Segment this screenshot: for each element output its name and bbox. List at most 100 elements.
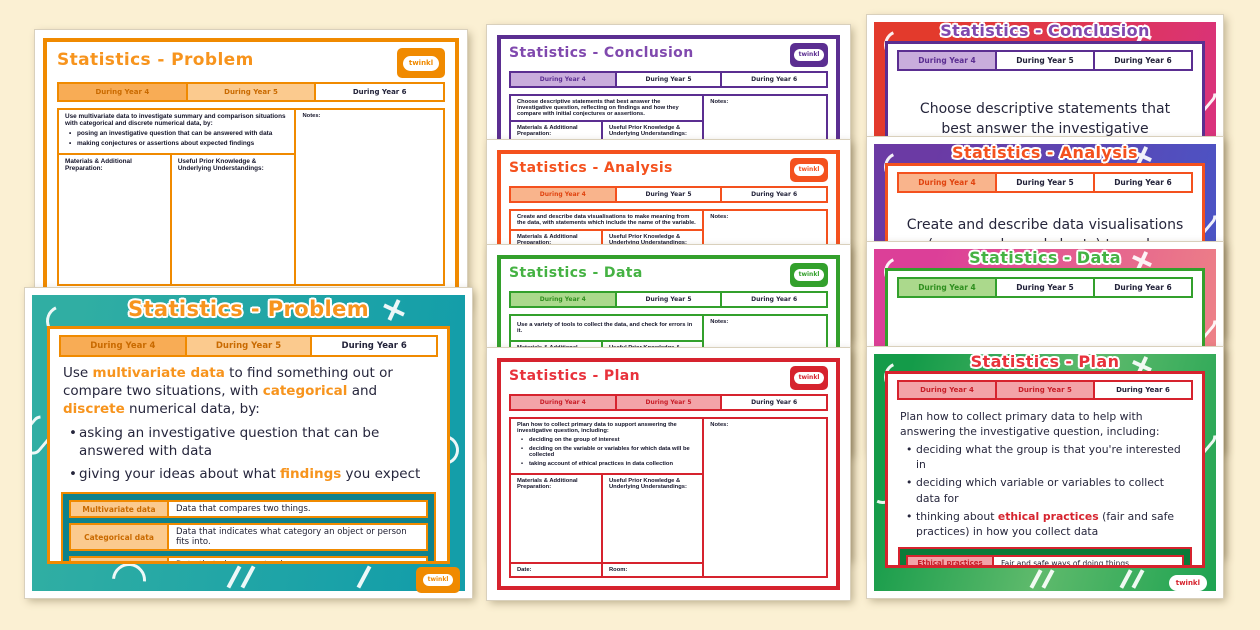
glossary-row: Multivariate data Data that compares two… [69,500,428,519]
tab-during-year-6[interactable]: During Year 6 [720,396,827,409]
tab-during-year-4[interactable]: During Year 4 [511,396,615,409]
description-text: Create and describe data visualisations … [517,214,696,226]
tab-during-year-4[interactable]: During Year 4 [899,174,995,191]
page-title: Statistics - Data [969,248,1121,267]
year-tabs: During Year 4 During Year 5 During Year … [897,380,1193,400]
twinkl-logo-text: twinkl [793,164,825,176]
tab-during-year-5[interactable]: During Year 5 [614,73,721,86]
doodle-icon [1041,569,1055,589]
glossary-row: Discrete data Data that gives exact valu… [69,556,428,561]
tab-during-year-6[interactable]: During Year 6 [1093,279,1191,296]
doodle-icon [240,565,256,589]
poster-bullet: giving your ideas about what findings yo… [67,465,434,483]
card-statistics-plan-planner: Statistics - Plan twinkl During Year 4 D… [487,348,850,600]
tab-during-year-6[interactable]: During Year 6 [314,84,444,100]
tab-during-year-5[interactable]: During Year 5 [995,382,1093,398]
tab-during-year-5[interactable]: During Year 5 [184,337,311,355]
materials-label: Materials & Additional Preparation: [517,234,578,246]
poster-text: Use multivariate data to find something … [50,357,447,484]
doodle-icon [226,565,242,589]
materials-label: Materials & Additional Preparation: [517,478,578,490]
tab-during-year-6[interactable]: During Year 6 [720,188,827,201]
card-statistics-plan-display: Statistics - Plan During Year 4 During Y… [867,347,1223,598]
tab-during-year-6[interactable]: During Year 6 [1093,382,1191,398]
twinkl-logo-text: twinkl [793,49,825,61]
glossary-term: Categorical data [71,525,169,550]
year-tabs: During Year 4 During Year 5 During Year … [509,71,828,88]
date-label: Date: [517,567,532,573]
poster-bullet: thinking about ethical practices (fair a… [904,509,1190,539]
tab-during-year-5[interactable]: During Year 5 [995,279,1093,296]
page-title: Statistics - Analysis [952,143,1138,162]
date-box: Date: [509,562,603,578]
tab-during-year-5[interactable]: During Year 5 [185,84,315,100]
description-text: Plan how to collect primary data to supp… [517,422,677,434]
materials-box: Materials & Additional Preparation: [509,473,603,564]
tab-during-year-4[interactable]: During Year 4 [511,73,615,86]
page-title: Statistics - Plan [970,352,1120,371]
tab-during-year-6[interactable]: During Year 6 [720,293,827,306]
materials-label: Materials & Additional Preparation: [517,125,578,137]
card-frame: Statistics - Problem twinkl During Year … [43,38,459,300]
card-frame: Statistics - Plan twinkl During Year 4 D… [497,358,840,590]
notes-label: Notes: [710,214,729,220]
doodle-icon [1029,569,1043,589]
doodle-icon [1119,569,1133,589]
poster-bullet: deciding what the group is that you're i… [904,442,1190,472]
tab-during-year-4[interactable]: During Year 4 [899,52,995,69]
page-title: Statistics - Plan [509,368,641,384]
notes-label: Notes: [710,319,729,325]
tab-during-year-6[interactable]: During Year 6 [1093,52,1191,69]
tab-during-year-6[interactable]: During Year 6 [720,73,827,86]
notes-label: Notes: [710,422,729,428]
glossary: Multivariate data Data that compares two… [61,492,436,561]
prior-knowledge-label: Useful Prior Knowledge & Underlying Unde… [608,125,687,137]
materials-box: Materials & Additional Preparation: [57,153,172,286]
twinkl-logo: twinkl [790,366,828,390]
tab-during-year-4[interactable]: During Year 4 [899,279,995,296]
tab-during-year-4[interactable]: During Year 4 [59,84,186,100]
poster-text: Plan how to collect primary data to help… [888,400,1202,539]
glossary: Ethical practices Fair and safe ways of … [898,546,1192,568]
description-box: Use multivariate data to investigate sum… [57,108,297,155]
twinkl-logo-text: twinkl [793,372,825,384]
page-title: Statistics - Data [509,265,643,281]
year-tabs: During Year 4 During Year 5 During Year … [897,50,1193,71]
glossary-definition: Fair and safe ways of doing things. [1001,558,1132,568]
tab-during-year-5[interactable]: During Year 5 [614,396,721,409]
twinkl-logo-text: twinkl [793,269,825,281]
description-text: Use multivariate data to investigate sum… [65,113,286,127]
year-tabs: During Year 4 During Year 5 During Year … [509,394,828,411]
year-tabs: During Year 4 During Year 5 During Year … [57,82,445,102]
tab-during-year-5[interactable]: During Year 5 [614,188,721,201]
description-box: Choose descriptive statements that best … [509,94,705,122]
tab-during-year-6[interactable]: During Year 6 [310,337,437,355]
poster-bullet: deciding which variable or variables to … [904,475,1190,505]
doodle-icon [356,565,372,589]
room-box: Room: [600,562,705,578]
description-bullet: making conjectures or assertions about e… [69,140,288,147]
card-statistics-problem-display: Statistics - Problem During Year 4 Durin… [25,288,472,598]
tab-during-year-4[interactable]: During Year 4 [61,337,185,355]
glossary-row: Ethical practices Fair and safe ways of … [906,554,1184,568]
tab-during-year-5[interactable]: During Year 5 [614,293,721,306]
notes-label: Notes: [710,99,729,105]
description-box: Use a variety of tools to collect the da… [509,314,705,342]
card-frame: Statistics - Analysis twinkl During Year… [497,150,840,445]
doodle-icon [1131,569,1145,589]
content-panel: During Year 4 During Year 5 During Year … [885,371,1205,568]
content-panel: During Year 4 During Year 5 During Year … [47,326,450,564]
description-box: Plan how to collect primary data to supp… [509,417,705,475]
tab-during-year-4[interactable]: During Year 4 [899,382,995,398]
tab-during-year-5[interactable]: During Year 5 [995,174,1093,191]
tab-during-year-6[interactable]: During Year 6 [1093,174,1191,191]
year-tabs: During Year 4 During Year 5 During Year … [509,186,828,203]
keyword-multivariate-data: multivariate data [92,365,225,381]
room-label: Room: [608,567,628,573]
twinkl-logo-text: twinkl [402,55,440,71]
tab-during-year-4[interactable]: During Year 4 [511,293,615,306]
tab-during-year-4[interactable]: During Year 4 [511,188,615,201]
twinkl-logo: twinkl [1168,575,1207,591]
tab-during-year-5[interactable]: During Year 5 [995,52,1093,69]
glossary-definition: Data that indicates what category an obj… [176,527,407,548]
